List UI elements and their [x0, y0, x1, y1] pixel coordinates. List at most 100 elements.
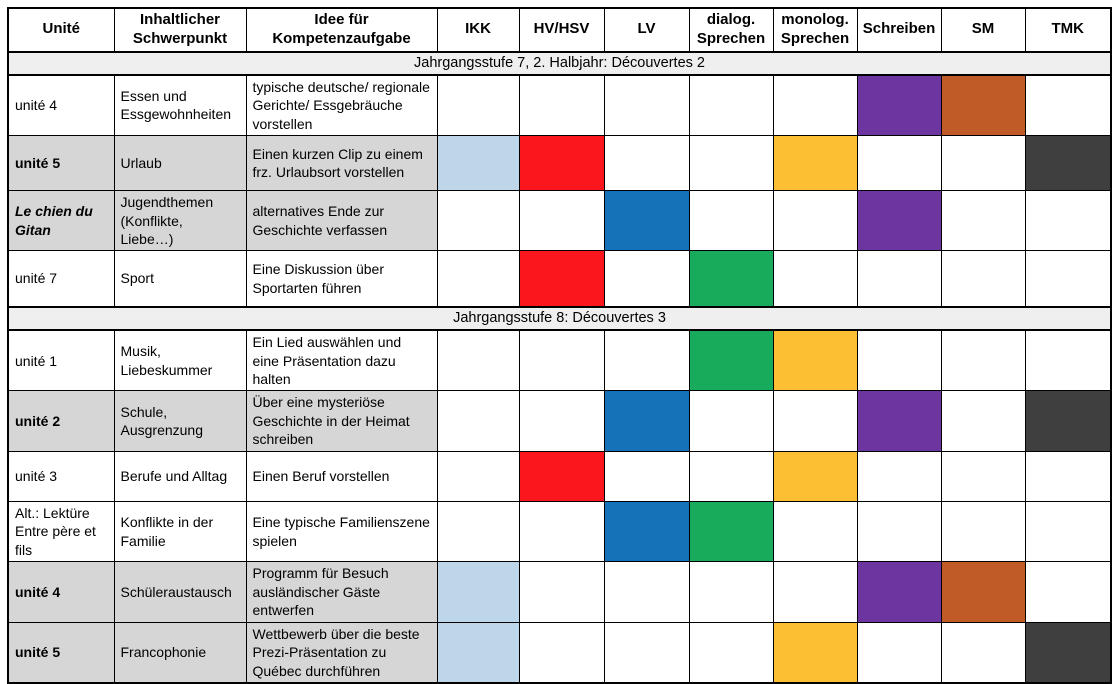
tmk-mark-cell	[1024, 190, 1112, 252]
schwerpunkt-cell: Jugendthemen (Konflikte, Liebe…)	[113, 190, 247, 252]
tmk-mark-cell	[1024, 135, 1112, 192]
table-row: unité 7 Sport Eine Diskussion über Sportar…	[7, 250, 1112, 308]
sm-mark-cell	[940, 561, 1026, 623]
lv-mark-cell	[603, 250, 690, 308]
schreiben-mark-cell	[856, 190, 942, 252]
dialog_sprechen-mark-cell	[688, 190, 774, 252]
ikk-mark-cell	[436, 190, 520, 252]
ikk-mark-cell	[436, 135, 520, 192]
idee-cell: Eine typische Familienszene spielen	[245, 500, 438, 563]
hv_hsv-mark-cell	[518, 561, 605, 623]
schwerpunkt-cell: Sport	[113, 250, 247, 308]
idee-cell: typische deutsche/ regionale Gerichte/ E…	[245, 74, 438, 137]
schreiben-mark-cell	[856, 500, 942, 563]
idee-cell: Einen Beruf vorstellen	[245, 450, 438, 502]
idee-cell: alternatives Ende zur Geschichte verfass…	[245, 190, 438, 252]
lv-mark-cell	[603, 329, 690, 392]
unit-cell: unité 4	[7, 561, 115, 623]
lv-mark-cell	[603, 74, 690, 137]
schwerpunkt-cell: Essen und Essgewohnheiten	[113, 74, 247, 137]
dialog_sprechen-mark-cell	[688, 250, 774, 308]
hv_hsv-mark-cell	[518, 329, 605, 392]
hv_hsv-mark-cell	[518, 390, 605, 452]
sm-mark-cell	[940, 74, 1026, 137]
ikk-mark-cell	[436, 561, 520, 623]
document-page: Unité Inhaltlicher Schwerpunkt Idee für Ko…	[7, 7, 1112, 684]
schreiben-mark-cell	[856, 74, 942, 137]
schwerpunkt-cell: Konflikte in der Familie	[113, 500, 247, 563]
tmk-mark-cell	[1024, 329, 1112, 392]
sm-mark-cell	[940, 190, 1026, 252]
idee-cell: Ein Lied auswählen und eine Präsentation…	[245, 329, 438, 392]
hv_hsv-mark-cell	[518, 74, 605, 137]
section-title: Jahrgangsstufe 7, 2. Halbjahr: Découvert…	[7, 50, 1112, 76]
lv-mark-cell	[603, 450, 690, 502]
monolog_sprechen-mark-cell	[772, 500, 858, 563]
table-row: unité 5 Urlaub Einen kurzen Clip zu einem …	[7, 135, 1112, 192]
schreiben-mark-cell	[856, 390, 942, 452]
monolog_sprechen-mark-cell	[772, 390, 858, 452]
schreiben-mark-cell	[856, 329, 942, 392]
ikk-mark-cell	[436, 74, 520, 137]
table-row: Alt.: Lektüre Entre père et fils Konflikt…	[7, 500, 1112, 563]
ikk-mark-cell	[436, 250, 520, 308]
sm-mark-cell	[940, 135, 1026, 192]
unit-cell: Le chien du Gitan	[7, 190, 115, 252]
lv-mark-cell	[603, 135, 690, 192]
schwerpunkt-cell: Schule, Ausgrenzung	[113, 390, 247, 452]
sm-mark-cell	[940, 250, 1026, 308]
unit-cell: unité 1	[7, 329, 115, 392]
monolog_sprechen-mark-cell	[772, 621, 858, 684]
lv-mark-cell	[603, 561, 690, 623]
unit-cell: unité 7	[7, 250, 115, 308]
monolog_sprechen-mark-cell	[772, 250, 858, 308]
sm-mark-cell	[940, 621, 1026, 684]
schreiben-mark-cell	[856, 135, 942, 192]
table-row: unité 4 Essen und Essgewohnheiten typische…	[7, 74, 1112, 137]
idee-cell: Eine Diskussion über Sportarten führen	[245, 250, 438, 308]
section-row: Jahrgangsstufe 8: Découvertes 3	[7, 305, 1112, 332]
hv_hsv-mark-cell	[518, 135, 605, 192]
col-header-unit: Unité	[7, 7, 115, 52]
table-row: unité 1 Musik, Liebeskummer Ein Lied auswä…	[7, 329, 1112, 392]
dialog_sprechen-mark-cell	[688, 561, 774, 623]
dialog_sprechen-mark-cell	[688, 135, 774, 192]
col-header-idee: Idee für Kompetenzaufgabe	[245, 7, 438, 52]
unit-cell: unité 5	[7, 135, 115, 192]
col-header-schwerpunkt: Inhaltlicher Schwerpunkt	[113, 7, 247, 52]
sm-mark-cell	[940, 450, 1026, 502]
dialog_sprechen-mark-cell	[688, 500, 774, 563]
schreiben-mark-cell	[856, 621, 942, 684]
unit-cell: unité 5	[7, 621, 115, 684]
hv_hsv-mark-cell	[518, 250, 605, 308]
col-header-tmk: TMK	[1024, 7, 1112, 52]
unit-cell: Alt.: Lektüre Entre père et fils	[7, 500, 115, 563]
lv-mark-cell	[603, 621, 690, 684]
ikk-mark-cell	[436, 450, 520, 502]
sm-mark-cell	[940, 500, 1026, 563]
col-header-sm: SM	[940, 7, 1026, 52]
ikk-mark-cell	[436, 329, 520, 392]
monolog_sprechen-mark-cell	[772, 329, 858, 392]
table-row: Le chien du Gitan Jugendthemen (Konflikte…	[7, 190, 1112, 252]
dialog_sprechen-mark-cell	[688, 329, 774, 392]
idee-cell: Über eine mysteriöse Geschichte in der H…	[245, 390, 438, 452]
tmk-mark-cell	[1024, 250, 1112, 308]
ikk-mark-cell	[436, 500, 520, 563]
schreiben-mark-cell	[856, 450, 942, 502]
lv-mark-cell	[603, 500, 690, 563]
tmk-mark-cell	[1024, 390, 1112, 452]
tmk-mark-cell	[1024, 621, 1112, 684]
col-header-monolog_sprechen: monolog. Sprechen	[772, 7, 858, 52]
section-title: Jahrgangsstufe 8: Découvertes 3	[7, 305, 1112, 332]
dialog_sprechen-mark-cell	[688, 450, 774, 502]
table-row: unité 4 Schüleraustausch Programm für Besu…	[7, 561, 1112, 623]
hv_hsv-mark-cell	[518, 190, 605, 252]
header-row: Unité Inhaltlicher Schwerpunkt Idee für Ko…	[7, 7, 1112, 52]
competence-overview-table: Unité Inhaltlicher Schwerpunkt Idee für Ko…	[7, 7, 1112, 684]
table-row: unité 2 Schule, Ausgrenzung Über eine myst…	[7, 390, 1112, 452]
ikk-mark-cell	[436, 621, 520, 684]
dialog_sprechen-mark-cell	[688, 390, 774, 452]
idee-cell: Wettbewerb über die beste Prezi-Präsenta…	[245, 621, 438, 684]
unit-cell: unité 3	[7, 450, 115, 502]
